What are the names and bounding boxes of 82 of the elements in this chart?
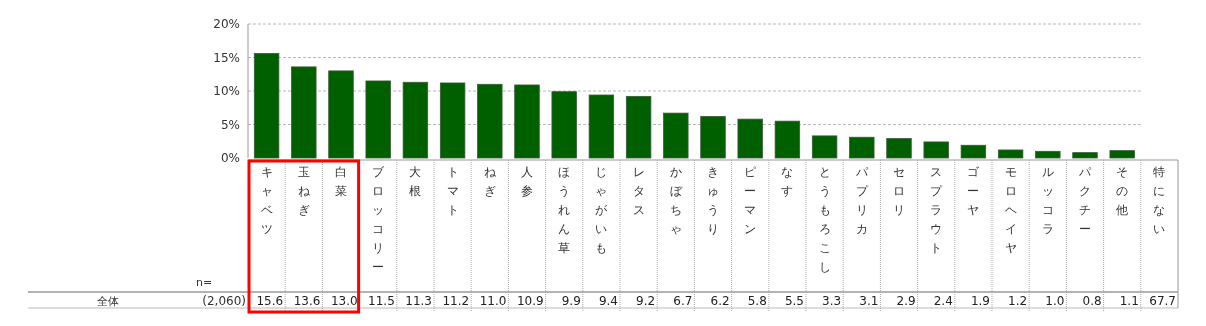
data-label: 3.1	[859, 294, 879, 308]
data-label: 6.7	[673, 294, 693, 308]
data-label: 1.0	[1045, 294, 1065, 308]
x-tick-label: ブロッコリー	[372, 165, 386, 274]
data-label: 15.6	[256, 294, 284, 308]
x-tick-label: パクチー	[1078, 165, 1092, 236]
data-label: 9.4	[598, 294, 618, 308]
data-label: 1.9	[970, 294, 990, 308]
x-tick-label: レタス	[632, 165, 645, 217]
data-label: 6.2	[710, 294, 730, 308]
data-label: 11.3	[405, 294, 432, 308]
bar	[625, 95, 652, 159]
x-tick-label: 大根	[409, 165, 422, 198]
x-tick-label: 玉ねぎ	[297, 165, 311, 217]
x-tick-label: ルッコラ	[1041, 165, 1054, 236]
bar	[253, 53, 280, 159]
y-tick-label: 20%	[213, 17, 240, 32]
x-tick-label: きゅうり	[707, 165, 719, 236]
data-label: 3.3	[822, 294, 842, 308]
data-label: 5.8	[747, 294, 767, 308]
x-tick-label: ねぎ	[483, 165, 497, 198]
data-label: 11.5	[368, 294, 395, 308]
bar	[700, 116, 726, 159]
bar	[328, 70, 354, 159]
data-label: 2.4	[933, 294, 953, 308]
bar	[997, 149, 1024, 159]
x-tick-label: モロヘイヤ	[1004, 165, 1017, 255]
data-label: 9.9	[561, 294, 581, 308]
bar	[1035, 150, 1061, 159]
text: 67.7	[1149, 294, 1176, 308]
bar	[923, 141, 949, 159]
bar	[737, 118, 763, 159]
bar	[1072, 152, 1098, 159]
bar	[811, 135, 838, 159]
bar	[663, 112, 689, 159]
x-tick-label: ピーマン	[744, 165, 757, 236]
data-label: 11.2	[442, 294, 470, 308]
bar	[551, 91, 577, 159]
text: (2,060)	[202, 294, 246, 308]
x-tick-label: セロリ	[893, 165, 905, 217]
bar	[439, 82, 466, 159]
x-tick-label: パプリカ	[854, 165, 869, 236]
y-tick-label: 5%	[220, 117, 240, 132]
data-label: 1.2	[1008, 294, 1028, 308]
bar	[402, 81, 429, 159]
bar	[774, 120, 801, 159]
x-tick-label: かぼちゃ	[669, 165, 683, 236]
data-label: 11.0	[479, 294, 507, 308]
y-tick-label: 10%	[213, 84, 240, 99]
x-tick-label: その他	[1116, 165, 1129, 217]
x-tick-label: 人参	[521, 165, 533, 198]
bar	[514, 84, 540, 159]
x-tick-label: トマト	[446, 165, 459, 217]
x-tick-label: 白菜	[335, 165, 347, 198]
data-label: 10.9	[516, 294, 544, 308]
x-tick-label: ゴーヤ	[967, 165, 981, 217]
x-tick-label: 特にない	[1153, 165, 1166, 236]
x-tick-label: ほうれん草	[558, 165, 571, 255]
y-tick-label: 0%	[220, 151, 240, 166]
bar	[886, 138, 912, 159]
data-label: 13.6	[293, 294, 321, 308]
x-tick-label: キャベツ	[260, 165, 273, 236]
x-tick-label: なす	[781, 165, 794, 198]
bar	[291, 66, 317, 159]
bar	[849, 136, 875, 159]
text: n=	[196, 276, 213, 289]
bar	[588, 94, 615, 159]
bar	[477, 83, 503, 159]
data-label: 0.8	[1082, 294, 1102, 308]
bar	[1109, 150, 1135, 159]
data-label: 2.9	[896, 294, 916, 308]
data-label: 9.2	[636, 294, 656, 308]
x-tick-label: じゃがいも	[595, 165, 609, 255]
data-label: 5.5	[784, 294, 804, 308]
data-label: 13.0	[330, 294, 358, 308]
data-label: 1.1	[1119, 294, 1139, 308]
bar	[960, 144, 987, 159]
x-tick-label: とうもろこし	[818, 165, 831, 274]
y-tick-label: 15%	[213, 50, 240, 65]
bar	[365, 80, 391, 159]
x-tick-label: スプラウト	[930, 165, 944, 255]
text: 全体	[97, 295, 119, 308]
